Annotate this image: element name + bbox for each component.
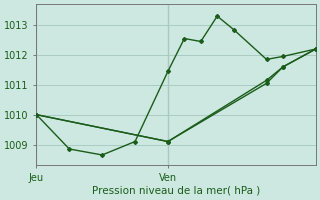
X-axis label: Pression niveau de la mer( hPa ): Pression niveau de la mer( hPa ) — [92, 186, 260, 196]
